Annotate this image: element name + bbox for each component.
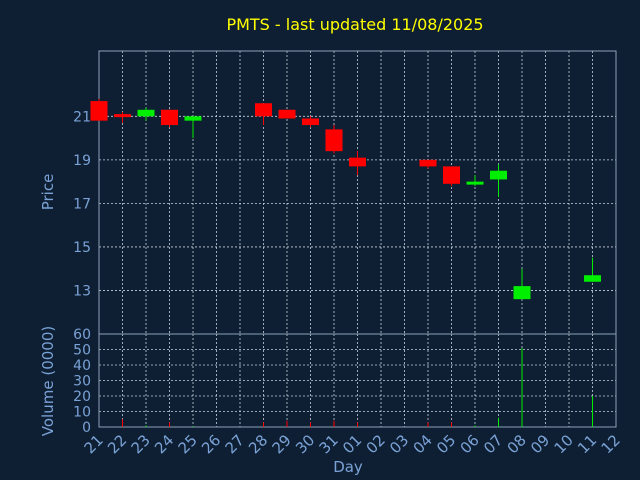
volume-tick-label: 0 <box>82 420 91 436</box>
volume-tick-label: 20 <box>73 389 91 405</box>
candle <box>490 164 507 197</box>
candle-body <box>349 157 366 167</box>
day-tick-labels: 2122232425262728293031010203040506070809… <box>81 431 624 457</box>
candle-body <box>513 286 531 300</box>
price-tick-label: 17 <box>73 196 91 212</box>
candle <box>513 268 531 300</box>
candle <box>302 116 319 128</box>
day-axis-label: Day <box>333 458 363 476</box>
price-tick-label: 13 <box>73 283 91 299</box>
candle <box>278 109 296 119</box>
volume-tick-label: 30 <box>73 374 91 390</box>
price-tick-label: 19 <box>73 153 91 169</box>
chart-title: PMTS - last updated 11/08/2025 <box>226 15 483 34</box>
candle <box>137 107 155 121</box>
candle-body <box>114 114 131 118</box>
candle-body <box>584 275 601 282</box>
volume-tick-label: 50 <box>73 343 91 359</box>
price-tick-label: 21 <box>73 109 91 125</box>
candle <box>443 166 460 186</box>
candle <box>90 98 108 121</box>
candle <box>114 111 131 123</box>
candle-body <box>278 109 296 119</box>
price-axis-label: Price <box>39 174 57 211</box>
candle <box>325 125 343 154</box>
candle-body <box>137 109 155 117</box>
candle <box>184 116 202 139</box>
candle-body <box>443 166 460 184</box>
candle-body <box>90 101 108 121</box>
candle-body <box>325 129 343 152</box>
volume-bars <box>122 347 593 427</box>
volume-axis-label: Volume (0000) <box>39 326 57 436</box>
candle <box>584 257 601 282</box>
candle-body <box>255 103 272 117</box>
candle-body <box>184 116 202 121</box>
price-tick-label: 15 <box>73 240 91 256</box>
volume-tick-label: 60 <box>73 327 91 343</box>
volume-tick-label: 40 <box>73 358 91 374</box>
candle <box>419 159 437 169</box>
candle-body <box>161 109 178 126</box>
candle-body <box>419 159 437 167</box>
candlesticks <box>90 98 601 300</box>
candle <box>255 103 272 126</box>
volume-tick-label: 10 <box>73 405 91 421</box>
candle-body <box>466 181 484 185</box>
candle <box>349 151 366 176</box>
price-tick-labels: 13 15 17 19 21 <box>73 109 91 299</box>
candle <box>466 175 484 186</box>
candle-body <box>302 118 319 126</box>
candle-body <box>490 170 507 180</box>
candle <box>161 109 178 128</box>
